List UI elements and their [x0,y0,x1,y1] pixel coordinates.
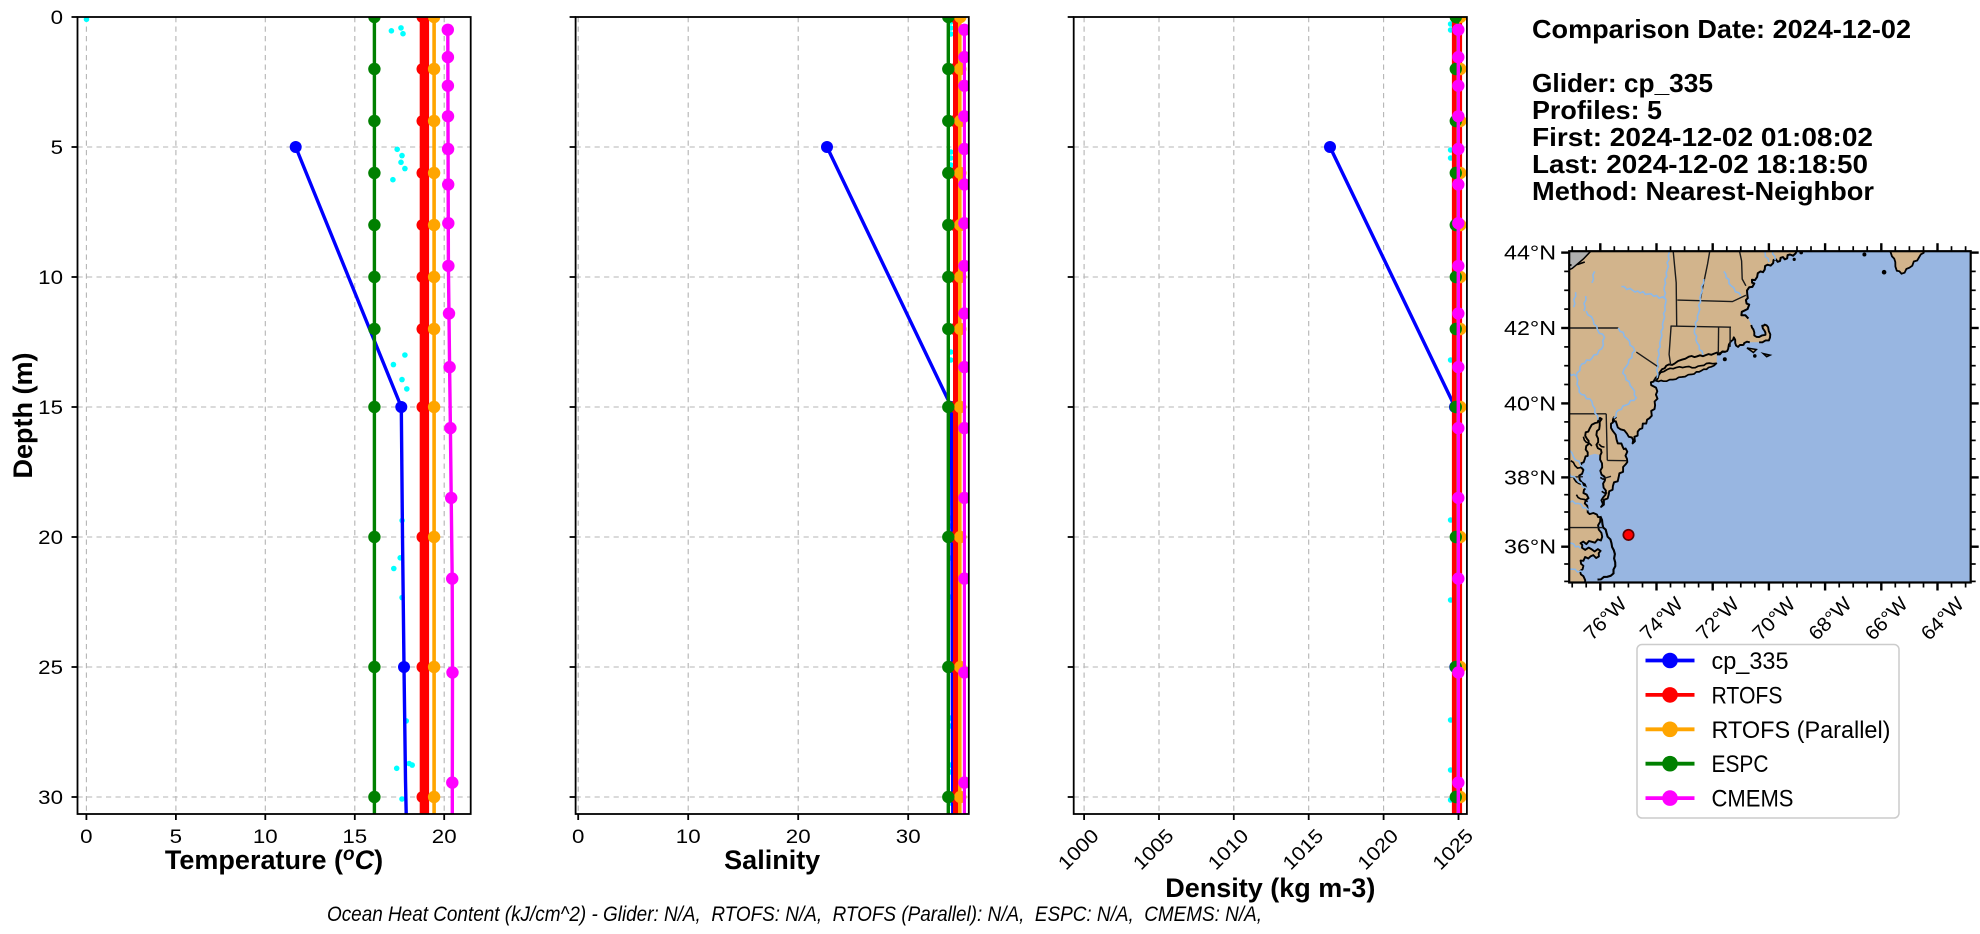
svg-text:42°N: 42°N [1504,318,1556,340]
svg-text:10: 10 [676,826,701,848]
svg-text:40°N: 40°N [1504,393,1556,415]
svg-text:15: 15 [38,397,63,419]
svg-text:Depth (m): Depth (m) [8,353,38,479]
svg-text:RTOFS: RTOFS [1712,682,1783,709]
svg-text:Temperature (oC): Temperature (oC) [165,844,383,875]
svg-text:Ocean Heat Content (kJ/cm^2) -: Ocean Heat Content (kJ/cm^2) - Glider: N… [327,902,1262,926]
svg-text:30: 30 [38,787,63,809]
svg-text:0: 0 [572,826,585,848]
svg-text:Last: 2024-12-02 18:18:50: Last: 2024-12-02 18:18:50 [1532,149,1868,179]
svg-text:20: 20 [38,527,63,549]
svg-text:20: 20 [432,826,457,848]
svg-text:Comparison Date: 2024-12-02: Comparison Date: 2024-12-02 [1532,14,1911,44]
svg-text:38°N: 38°N [1504,467,1556,489]
svg-text:Density (kg m-3): Density (kg m-3) [1165,873,1375,903]
svg-text:5: 5 [170,826,183,848]
svg-text:Salinity: Salinity [724,845,820,875]
svg-text:5: 5 [51,137,64,159]
svg-text:0: 0 [51,7,64,29]
svg-text:25: 25 [38,657,63,679]
svg-text:20: 20 [786,826,811,848]
svg-text:10: 10 [38,267,63,289]
svg-text:cp_335: cp_335 [1712,648,1789,675]
svg-text:36°N: 36°N [1504,537,1556,559]
svg-text:15: 15 [342,826,367,848]
svg-text:Method: Nearest-Neighbor: Method: Nearest-Neighbor [1532,176,1874,206]
svg-text:First: 2024-12-02 01:08:02: First: 2024-12-02 01:08:02 [1532,122,1873,152]
svg-text:CMEMS: CMEMS [1712,786,1794,813]
svg-text:44°N: 44°N [1504,243,1556,265]
svg-text:0: 0 [80,826,93,848]
svg-text:Glider: cp_335: Glider: cp_335 [1532,68,1713,98]
svg-text:Profiles: 5: Profiles: 5 [1532,95,1662,125]
svg-text:10: 10 [253,826,278,848]
svg-text:ESPC: ESPC [1712,751,1769,778]
svg-text:RTOFS (Parallel): RTOFS (Parallel) [1712,717,1891,744]
svg-text:30: 30 [896,826,921,848]
